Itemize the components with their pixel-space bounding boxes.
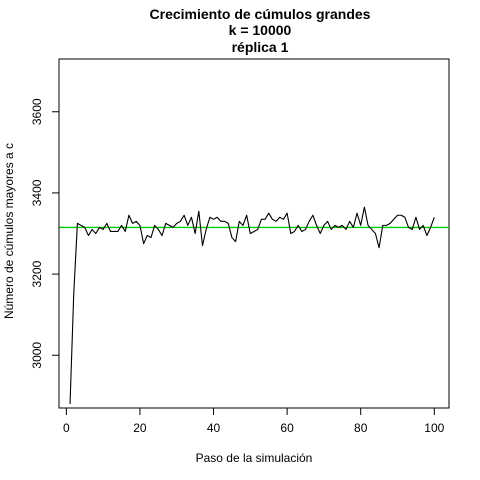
y-axis-label: Número de cúmulos mayores a c xyxy=(2,143,16,319)
x-tick-label: 20 xyxy=(133,421,147,435)
chart-title-line-2: k = 10000 xyxy=(229,22,292,38)
x-tick-label: 0 xyxy=(63,421,70,435)
series-layer xyxy=(69,206,435,404)
x-tick-label: 80 xyxy=(354,421,368,435)
x-tick-label: 60 xyxy=(280,421,294,435)
chart-title-line-3: réplica 1 xyxy=(232,39,289,55)
series-line xyxy=(69,206,435,404)
x-tick-label: 100 xyxy=(424,421,444,435)
x-axis-label: Paso de la simulación xyxy=(196,451,313,465)
y-tick-label: 3000 xyxy=(30,342,44,369)
x-tick-label: 40 xyxy=(207,421,221,435)
axis-layer: 0 20 40 60 80 100 3000 3200 3400 3600 xyxy=(30,98,445,435)
chart-title-line-1: Crecimiento de cúmulos grandes xyxy=(150,6,371,22)
y-tick-label: 3400 xyxy=(30,179,44,206)
y-tick-label: 3600 xyxy=(30,98,44,125)
y-tick-label: 3200 xyxy=(30,260,44,287)
